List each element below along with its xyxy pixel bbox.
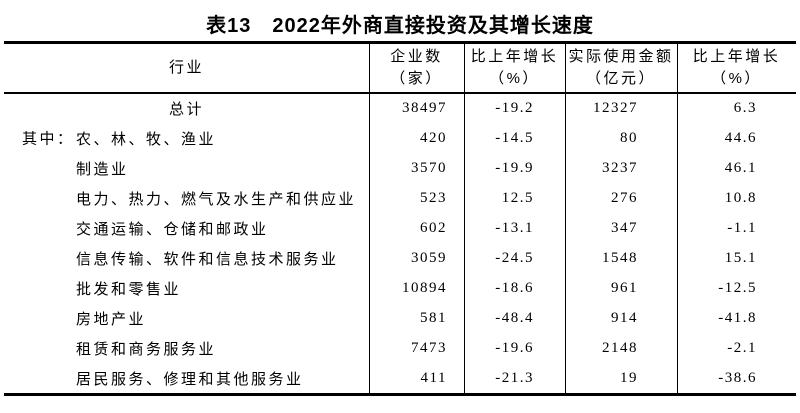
cell-amount: 19 xyxy=(620,369,638,386)
header-enterprises-title: 企业数 xyxy=(390,48,443,65)
cell-enterprises: 602 xyxy=(420,219,447,236)
cell-growth-enterprises: -24.5 xyxy=(495,249,534,266)
row-label: 租赁和商务服务业 xyxy=(76,341,217,358)
cell-amount: 1548 xyxy=(602,249,638,266)
header-growth-enterprises-unit: （%） xyxy=(489,70,540,87)
table-row-total: 总计 38497 -19.2 12327 6.3 xyxy=(4,93,796,123)
table-row: 居民服务、修理和其他服务业 411 -21.3 19 -38.6 xyxy=(4,363,796,393)
header-industry-label: 行业 xyxy=(168,59,204,76)
cell-amount: 12327 xyxy=(593,99,638,116)
table-row: 电力、热力、燃气及水生产和供应业 523 12.5 276 10.8 xyxy=(4,183,796,213)
cell-amount: 80 xyxy=(620,129,638,146)
table-row: 批发和零售业 10894 -18.6 961 -12.5 xyxy=(4,273,796,303)
cell-enterprises: 411 xyxy=(420,369,447,386)
cell-enterprises: 7473 xyxy=(411,339,447,356)
cell-growth-amount: 6.3 xyxy=(733,99,757,116)
row-label: 总计 xyxy=(168,101,204,118)
cell-amount: 276 xyxy=(611,189,638,206)
cell-amount: 961 xyxy=(611,279,638,296)
cell-growth-amount: -1.1 xyxy=(727,219,757,236)
cell-enterprises: 10894 xyxy=(402,279,447,296)
column-divider-4 xyxy=(677,44,678,393)
table-header-rule xyxy=(4,92,796,94)
cell-growth-amount: 46.1 xyxy=(724,159,757,176)
fdi-table: 行业 企业数 （家） 比上年增长 （%） 实际使用金额 （亿元） 比上年增长 （… xyxy=(4,41,796,397)
row-label: 电力、热力、燃气及水生产和供应业 xyxy=(76,191,357,208)
cell-growth-enterprises: -13.1 xyxy=(495,219,534,236)
header-growth-enterprises: 比上年增长 （%） xyxy=(464,44,565,92)
cell-growth-amount: -38.6 xyxy=(718,369,757,386)
cell-amount: 347 xyxy=(611,219,638,236)
cell-growth-enterprises: -14.5 xyxy=(495,129,534,146)
cell-growth-enterprises: -19.6 xyxy=(495,339,534,356)
row-label: 房地产业 xyxy=(76,311,147,328)
table-bottom-rule xyxy=(4,393,796,396)
header-growth-amount-title: 比上年增长 xyxy=(692,48,781,65)
row-label: 制造业 xyxy=(76,161,129,178)
cell-enterprises: 38497 xyxy=(402,99,447,116)
cell-growth-enterprises: -48.4 xyxy=(495,309,534,326)
row-label: 信息传输、软件和信息技术服务业 xyxy=(76,251,339,268)
row-label: 农、林、牧、渔业 xyxy=(76,131,217,148)
cell-enterprises: 523 xyxy=(420,189,447,206)
table-row: 制造业 3570 -19.9 3237 46.1 xyxy=(4,153,796,183)
header-growth-amount: 比上年增长 （%） xyxy=(677,44,796,92)
header-industry: 行业 xyxy=(4,44,369,92)
column-divider-3 xyxy=(565,44,566,393)
cell-growth-amount: 10.8 xyxy=(724,189,757,206)
header-amount: 实际使用金额 （亿元） xyxy=(565,44,677,92)
column-divider-1 xyxy=(369,44,370,393)
cell-growth-enterprises: -18.6 xyxy=(495,279,534,296)
table-header-row: 行业 企业数 （家） 比上年增长 （%） 实际使用金额 （亿元） 比上年增长 （… xyxy=(4,44,796,92)
cell-enterprises: 581 xyxy=(420,309,447,326)
row-label-cell: 其中： 农、林、牧、渔业 xyxy=(4,128,369,149)
cell-enterprises: 3570 xyxy=(411,159,447,176)
cell-growth-amount: -2.1 xyxy=(727,339,757,356)
row-prefix: 其中： xyxy=(22,131,75,148)
header-enterprises-unit: （家） xyxy=(390,70,443,87)
cell-amount: 914 xyxy=(611,309,638,326)
cell-growth-enterprises: -21.3 xyxy=(495,369,534,386)
header-growth-amount-unit: （%） xyxy=(711,70,762,87)
table-row: 信息传输、软件和信息技术服务业 3059 -24.5 1548 15.1 xyxy=(4,243,796,273)
column-divider-2 xyxy=(464,44,465,393)
cell-growth-amount: 44.6 xyxy=(724,129,757,146)
row-label: 交通运输、仓储和邮政业 xyxy=(76,221,269,238)
table-row: 租赁和商务服务业 7473 -19.6 2148 -2.1 xyxy=(4,333,796,363)
header-amount-title: 实际使用金额 xyxy=(568,48,674,65)
table-row: 其中： 农、林、牧、渔业 420 -14.5 80 44.6 xyxy=(4,123,796,153)
cell-growth-amount: -41.8 xyxy=(718,309,757,326)
cell-growth-enterprises: -19.2 xyxy=(495,99,534,116)
cell-growth-enterprises: 12.5 xyxy=(501,189,534,206)
cell-growth-amount: 15.1 xyxy=(724,249,757,266)
cell-growth-amount: -12.5 xyxy=(718,279,757,296)
table-row: 交通运输、仓储和邮政业 602 -13.1 347 -1.1 xyxy=(4,213,796,243)
header-enterprises: 企业数 （家） xyxy=(369,44,464,92)
row-label: 批发和零售业 xyxy=(76,281,182,298)
table-top-rule xyxy=(4,41,796,44)
cell-growth-enterprises: -19.9 xyxy=(495,159,534,176)
cell-amount: 3237 xyxy=(602,159,638,176)
cell-enterprises: 3059 xyxy=(411,249,447,266)
cell-amount: 2148 xyxy=(602,339,638,356)
table-body: 总计 38497 -19.2 12327 6.3 其中： 农、林、牧、渔业 42… xyxy=(4,93,796,393)
header-amount-unit: （亿元） xyxy=(585,70,656,87)
header-growth-enterprises-title: 比上年增长 xyxy=(470,48,559,65)
cell-enterprises: 420 xyxy=(420,129,447,146)
table-title: 表13 2022年外商直接投资及其增长速度 xyxy=(206,15,594,37)
table-row: 房地产业 581 -48.4 914 -41.8 xyxy=(4,303,796,333)
row-label: 居民服务、修理和其他服务业 xyxy=(76,371,304,388)
